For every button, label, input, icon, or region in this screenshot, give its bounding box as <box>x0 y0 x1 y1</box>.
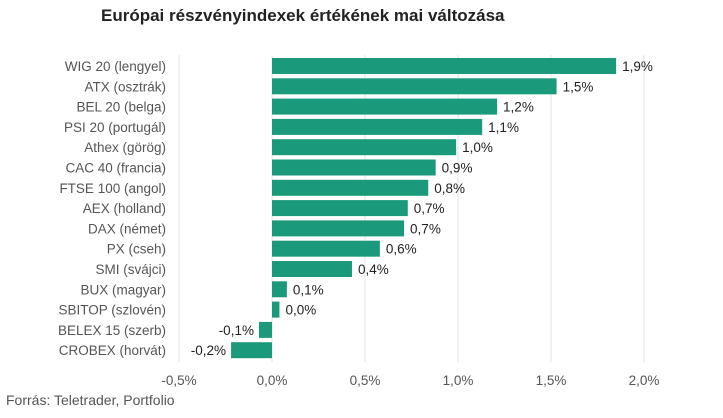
x-tick-label: -0,5% <box>161 373 196 388</box>
data-label: -0,1% <box>219 323 254 338</box>
data-label: 0,1% <box>293 282 324 297</box>
bar <box>272 301 280 318</box>
category-label: BELEX 15 (szerb) <box>58 323 166 338</box>
category-label: PSI 20 (portugál) <box>64 120 166 135</box>
category-label: CROBEX (horvát) <box>59 343 166 358</box>
data-label: 1,5% <box>563 79 594 94</box>
category-label: SBITOP (szlovén) <box>58 303 166 318</box>
value-labels: 1,9% 1,5% 1,2% 1,1% 1,0% 0,9% 0,8% 0,7% 0,7% 0,6%… <box>191 59 653 358</box>
category-label: PX (cseh) <box>107 242 166 257</box>
x-tick-label: 0,5% <box>350 373 381 388</box>
data-label: 1,2% <box>503 100 534 115</box>
category-label: Athex (görög) <box>84 140 166 155</box>
category-labels: WIG 20 (lengyel) ATX (osztrák) BEL 20 (bel… <box>58 59 166 358</box>
data-label: 0,7% <box>414 201 445 216</box>
x-tick-label: 2,0% <box>629 373 660 388</box>
bar <box>272 200 408 217</box>
bar <box>258 321 272 338</box>
bar <box>272 58 617 74</box>
bar <box>272 159 436 176</box>
category-label: SMI (svájci) <box>96 262 167 277</box>
bar <box>272 139 457 156</box>
category-label: WIG 20 (lengyel) <box>65 59 166 74</box>
x-tick-label: 1,5% <box>536 373 567 388</box>
data-label: 0,0% <box>285 303 316 318</box>
bar <box>272 98 498 115</box>
bar <box>272 179 429 196</box>
data-label: 1,0% <box>462 140 493 155</box>
data-label: 0,4% <box>358 262 389 277</box>
data-label: 1,1% <box>488 120 519 135</box>
category-label: BEL 20 (belga) <box>76 100 166 115</box>
bar <box>231 342 272 359</box>
x-axis-ticks: -0,5% 0,0% 0,5% 1,0% 1,5% 2,0% <box>161 373 659 388</box>
bar <box>272 118 483 135</box>
bar <box>272 261 352 277</box>
category-label: FTSE 100 (angol) <box>59 181 166 196</box>
bar <box>272 78 557 95</box>
bars <box>231 58 617 359</box>
data-label: 0,6% <box>386 242 417 257</box>
category-label: ATX (osztrák) <box>84 79 166 94</box>
category-label: CAC 40 (francia) <box>65 161 166 176</box>
category-label: BUX (magyar) <box>80 282 166 297</box>
x-tick-label: 0,0% <box>257 373 288 388</box>
data-label: 0,7% <box>410 221 441 236</box>
bar <box>272 281 287 298</box>
data-label: 0,9% <box>442 161 473 176</box>
data-label: -0,2% <box>191 343 226 358</box>
data-label: 0,8% <box>434 181 465 196</box>
source-note: Forrás: Teletrader, Portfolio <box>6 392 175 408</box>
bar <box>272 240 380 257</box>
chart-title: Európai részvényindexek értékének mai vá… <box>101 6 505 25</box>
x-tick-label: 1,0% <box>443 373 474 388</box>
category-label: AEX (holland) <box>83 201 166 216</box>
data-label: 1,9% <box>622 59 653 74</box>
category-label: DAX (német) <box>88 221 166 236</box>
bar <box>272 220 405 237</box>
